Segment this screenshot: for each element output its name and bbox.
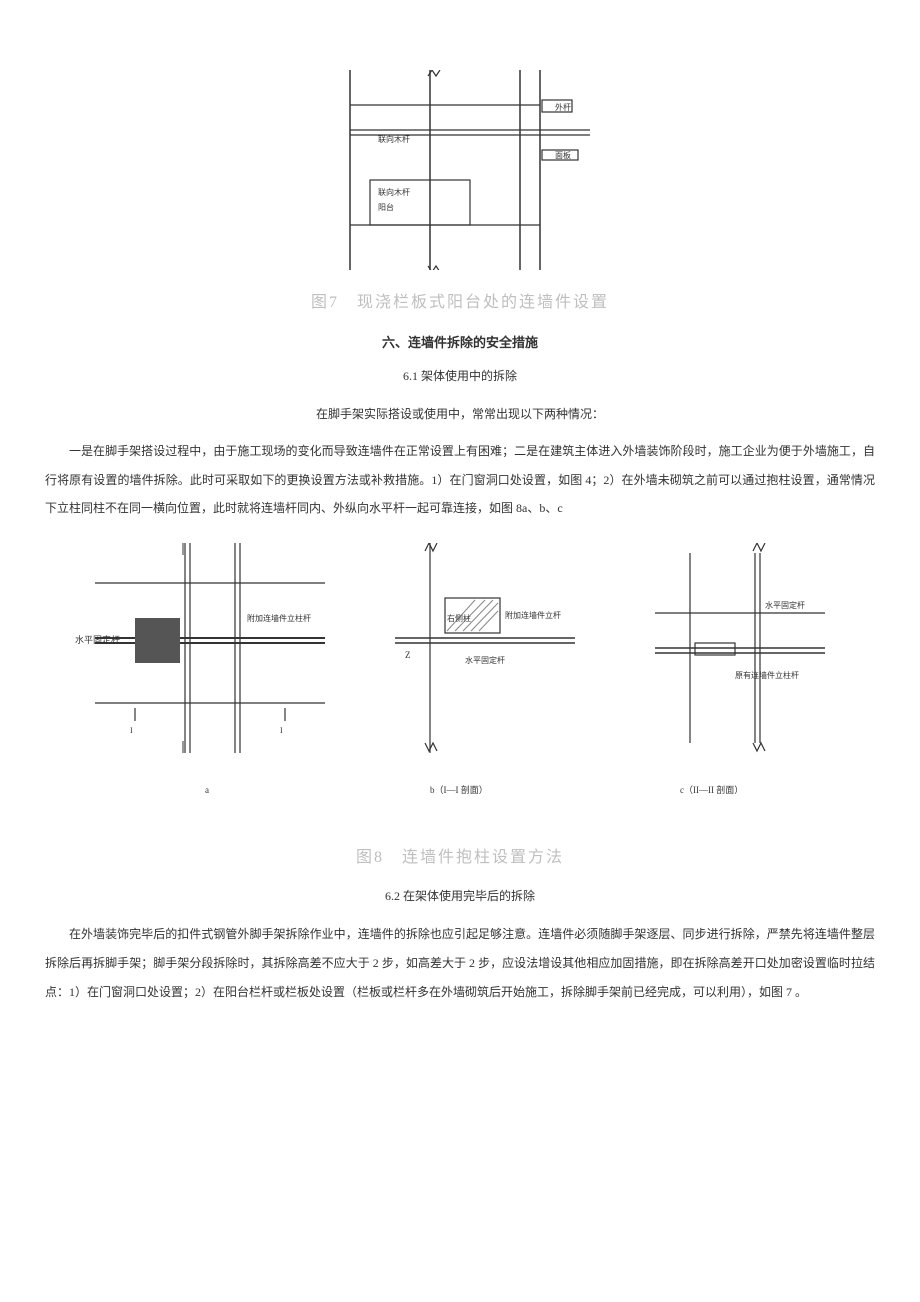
figure-8-caption: 图8 连墙件抱柱设置方法 <box>45 843 875 867</box>
svg-text:I: I <box>130 726 133 735</box>
figure-8: I I 水平固定杆 附加连墙件立柱杆 a <box>45 543 875 867</box>
figure-7-svg: 联向木杆 外杆 面板 联向木杆 阳台 <box>310 70 610 270</box>
fig8-panel-b: 右侧柱 附加连墙件立杆 水平固定杆 Z b（I—I 剖面） <box>395 543 575 795</box>
section-6-1-p1: 一是在脚手架搭设过程中，由于施工现场的变化而导致连墙件在正常设置上有困难；二是在… <box>45 437 875 523</box>
fig8-a-sub: a <box>205 785 209 795</box>
fig8-c-top-label: 水平固定杆 <box>765 600 805 610</box>
figure-8-svg: I I 水平固定杆 附加连墙件立柱杆 a <box>75 543 845 803</box>
fig8-panel-a: I I 水平固定杆 附加连墙件立柱杆 a <box>75 543 325 795</box>
fig8-b-hatch-label: 右侧柱 <box>447 613 471 623</box>
section-6-1-intro: 在脚手架实际搭设或使用中，常常出现以下两种情况： <box>45 400 875 429</box>
fig8-b-sub: b（I—I 剖面） <box>430 784 488 795</box>
svg-text:I: I <box>280 726 283 735</box>
section-6-2-p1: 在外墙装饰完毕后的扣件式钢管外脚手架拆除作业中，连墙件的拆除也应引起足够注意。连… <box>45 920 875 1006</box>
figure-7-caption: 图7 现浇栏板式阳台处的连墙件设置 <box>45 288 875 312</box>
fig8-b-right-label: 附加连墙件立杆 <box>505 610 561 620</box>
fig8-a-right-label: 附加连墙件立柱杆 <box>247 613 311 623</box>
section-6-2-title: 6.2 在架体使用完毕后的拆除 <box>45 887 875 904</box>
fig8-panel-c: 水平固定杆 原有连墙件立柱杆 c（II—II 剖面） <box>655 543 825 795</box>
fig8-a-left-label: 水平固定杆 <box>75 634 120 645</box>
fig7-label-wall-tie: 外杆 <box>555 102 571 112</box>
section-6-title: 六、连墙件拆除的安全措施 <box>45 332 875 351</box>
fig7-label-balcony: 阳台 <box>378 202 394 212</box>
figure-7: 联向木杆 外杆 面板 联向木杆 阳台 图7 现浇栏板式阳台处的连墙件设置 <box>45 70 875 312</box>
fig8-b-bottom-label: 水平固定杆 <box>465 655 505 665</box>
fig8-c-sub: c（II—II 剖面） <box>680 784 743 795</box>
fig8-c-bottom-label: 原有连墙件立柱杆 <box>735 670 799 680</box>
fig7-label-inner2: 联向木杆 <box>378 187 410 197</box>
fig7-label-floor: 面板 <box>555 150 571 160</box>
svg-text:Z: Z <box>405 650 411 660</box>
fig7-label-inner: 联向木杆 <box>378 134 410 144</box>
section-6-1-title: 6.1 架体使用中的拆除 <box>45 367 875 384</box>
